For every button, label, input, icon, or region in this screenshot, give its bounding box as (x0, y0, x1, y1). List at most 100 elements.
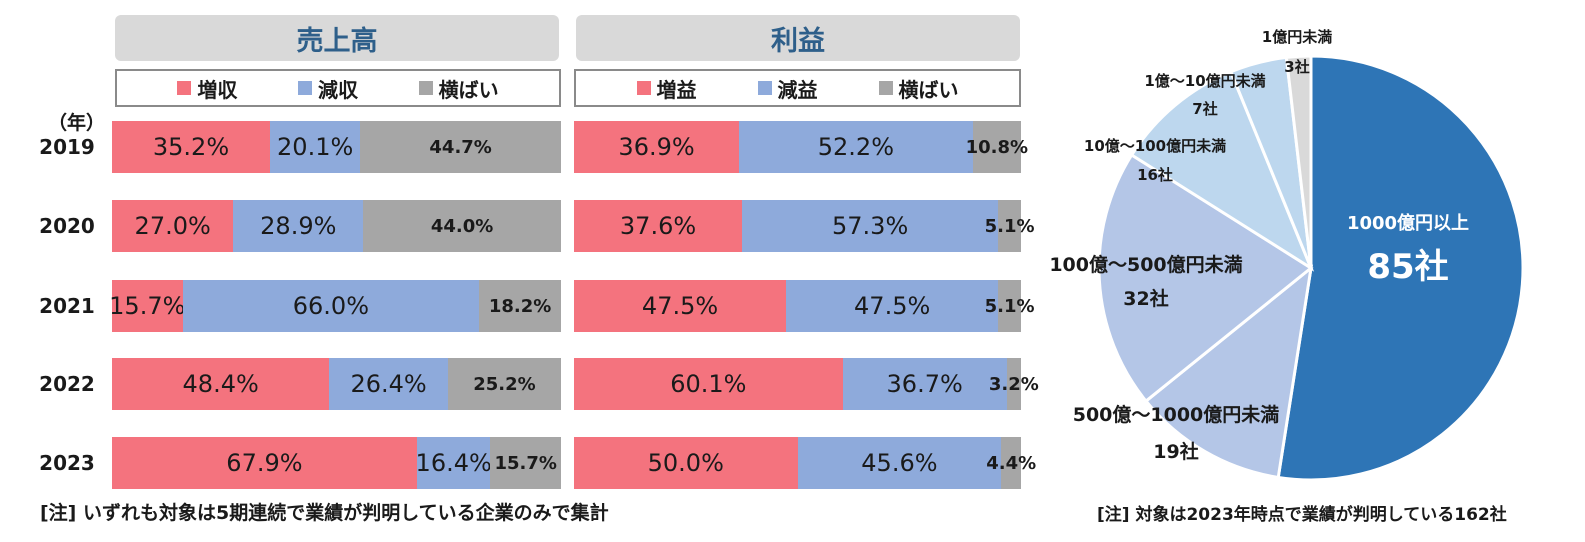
legend-item-sales-up: 増収 (177, 74, 237, 103)
data-label: 52.2% (817, 133, 894, 161)
data-label: 4.4% (986, 452, 1037, 474)
pie-slice-value: 85社 (1367, 247, 1448, 287)
pie-slice-label: 1000億円以上 (1347, 212, 1469, 234)
pie-slice (1276, 54, 1525, 482)
profit-panel-title: 利益 (576, 15, 1020, 61)
sales-segment-down: 26.4% (329, 358, 448, 410)
profit-bar-2023: 50.0% 45.6% 4.4% (574, 437, 1036, 489)
legend-label: 横ばい (438, 77, 499, 102)
sales-segment-flat: 18.2% (479, 280, 561, 332)
legend-label: 減益 (777, 77, 818, 102)
data-label: 26.4% (350, 370, 427, 398)
legend-label: 増収 (197, 77, 238, 102)
data-label: 35.2% (152, 133, 230, 161)
data-label: 36.9% (618, 133, 695, 161)
legend-label: 横ばい (898, 77, 959, 102)
sales-bar-2019: 35.2% 20.1% 44.7% (112, 121, 561, 173)
data-label: 57.3% (832, 212, 909, 240)
pie-slice-value: 19社 (1153, 440, 1198, 463)
profit-segment-up: 60.1% (574, 358, 843, 410)
year-label: 2022 (39, 372, 95, 396)
profit-segment-flat: 10.8% (966, 121, 1028, 173)
profit-title-text: 利益 (771, 25, 825, 57)
data-label: 18.2% (488, 295, 552, 317)
data-label: 5.1% (984, 215, 1035, 237)
profit-bar-2021: 47.5% 47.5% 5.1% (574, 280, 1035, 332)
legend-swatch-flat (878, 81, 893, 95)
year-label: 2023 (39, 451, 95, 475)
data-label: 47.5% (854, 292, 931, 320)
sales-bar-2022: 48.4% 26.4% 25.2% (112, 358, 561, 410)
data-label: 36.7% (886, 370, 963, 398)
sales-segment-up: 15.7% (109, 280, 186, 332)
legend-label: 増益 (656, 77, 697, 102)
pie-slice-label: 500億～1000億円未満 (1073, 403, 1280, 426)
legend-swatch-down (297, 81, 312, 95)
pie-slice-value: 3社 (1284, 58, 1309, 76)
pie-slice-label: 1億～10億円未満 (1144, 72, 1265, 90)
sales-title-text: 売上高 (296, 25, 378, 57)
sales-segment-down: 20.1% (270, 121, 361, 173)
sales-segment-flat: 25.2% (447, 358, 561, 410)
data-label: 15.7% (494, 452, 557, 474)
sales-segment-flat: 44.7% (360, 121, 561, 173)
legend-swatch-down (757, 81, 772, 95)
legend-item-sales-flat: 横ばい (418, 74, 499, 103)
profit-segment-down: 45.6% (797, 437, 1002, 489)
sales-segment-down: 66.0% (182, 280, 480, 332)
year-label: 2019 (39, 135, 95, 159)
profit-bar-2020: 37.6% 57.3% 5.1% (574, 200, 1035, 252)
pie-slice-label: 1億円未満 (1262, 28, 1332, 46)
data-label: 50.0% (647, 449, 724, 477)
pie-slice (1143, 264, 1314, 480)
sales-segment-up: 67.9% (112, 437, 417, 489)
data-label: 10.8% (965, 136, 1029, 158)
pie-slice-value: 32社 (1123, 287, 1168, 310)
profit-segment-down: 47.5% (786, 280, 999, 332)
pie-slice (1097, 152, 1314, 404)
year-label: 2020 (39, 214, 95, 238)
profit-segment-flat: 3.2% (989, 358, 1039, 410)
data-label: 44.7% (429, 136, 492, 158)
data-label: 3.2% (988, 373, 1039, 395)
data-label: 15.7% (109, 292, 186, 320)
year-label: 2021 (39, 294, 95, 318)
data-label: 20.1% (277, 133, 354, 161)
legend-item-profit-flat: 横ばい (878, 74, 959, 103)
sales-segment-down: 16.4% (416, 437, 492, 489)
profit-segment-up: 47.5% (574, 280, 787, 332)
pie-slice-value: 7社 (1192, 100, 1217, 118)
right-footnote: [注] 対象は2023年時点で業績が判明している162社 (1097, 505, 1507, 525)
pie-slice-label: 10億～100億円未満 (1084, 137, 1226, 155)
profit-segment-down: 36.7% (842, 358, 1007, 410)
legend-swatch-up (177, 81, 192, 95)
sales-panel-title: 売上高 (115, 15, 559, 61)
profit-bar-2022: 60.1% 36.7% 3.2% (574, 358, 1039, 410)
profit-segment-down: 57.3% (742, 200, 999, 252)
sales-bar-2020: 27.0% 28.9% 44.0% (112, 200, 561, 252)
data-label: 47.5% (641, 292, 719, 320)
pie-slice-value: 16社 (1137, 166, 1173, 184)
data-label: 27.0% (134, 212, 211, 240)
profit-segment-up: 50.0% (574, 437, 798, 489)
profit-segment-down: 52.2% (739, 121, 973, 173)
profit-bar-2019: 36.9% 52.2% 10.8% (574, 121, 1028, 173)
data-label: 37.6% (619, 212, 697, 240)
data-label: 5.1% (984, 295, 1035, 317)
sales-legend: 増収 減収 横ばい (115, 69, 561, 107)
data-label: 67.9% (226, 449, 303, 477)
data-label: 48.4% (182, 370, 259, 398)
profit-legend: 増益 減益 横ばい (574, 69, 1021, 107)
sales-segment-down: 28.9% (233, 200, 364, 252)
sales-segment-flat: 15.7% (490, 437, 561, 489)
sales-segment-up: 27.0% (112, 200, 234, 252)
sales-segment-flat: 44.0% (363, 200, 561, 252)
pie-slice (1129, 69, 1315, 272)
profit-segment-flat: 5.1% (985, 200, 1035, 252)
data-label: 60.1% (670, 370, 747, 398)
legend-swatch-up (636, 81, 651, 95)
legend-item-profit-down: 減益 (757, 74, 818, 103)
profit-segment-up: 37.6% (574, 200, 743, 252)
data-label: 45.6% (861, 449, 938, 477)
